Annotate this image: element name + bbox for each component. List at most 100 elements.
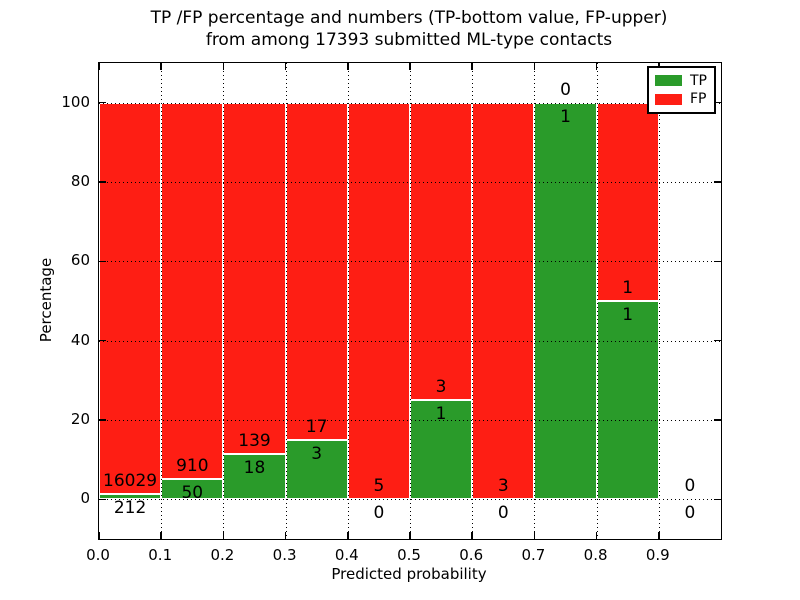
bar-segment-fp — [161, 102, 224, 479]
y-tick-mark-right — [714, 419, 721, 421]
tp-count-label: 0 — [373, 503, 385, 524]
tp-count-label: 0 — [497, 503, 509, 524]
tp-count-label: 0 — [684, 503, 696, 524]
bar — [285, 102, 348, 500]
bar — [347, 102, 410, 500]
fp-count-label: 3 — [435, 377, 447, 398]
y-tick-mark-right — [714, 498, 721, 501]
fp-count-label: 16029 — [103, 471, 158, 492]
x-tick-mark-top — [409, 63, 411, 70]
bar — [161, 102, 224, 500]
x-tick-mark — [409, 532, 411, 539]
bar — [99, 102, 162, 500]
y-tick-label: 60 — [70, 251, 90, 270]
fp-count-label: 139 — [238, 430, 271, 451]
fp-count-label: 3 — [497, 476, 509, 497]
y-tick-mark-right — [714, 260, 721, 263]
chart-title-line1: TP /FP percentage and numbers (TP-bottom… — [150, 8, 668, 28]
y-tick-label: 0 — [80, 489, 90, 508]
legend-item-tp: TP — [655, 73, 708, 89]
chart-title: TP /FP percentage and numbers (TP-bottom… — [98, 7, 720, 51]
y-tick-mark — [99, 101, 106, 104]
x-tick-mark — [284, 532, 287, 539]
x-tick-mark — [595, 532, 598, 539]
tp-count-label: 212 — [113, 498, 147, 519]
bar-segment-fp — [410, 102, 473, 401]
x-tick-mark — [98, 532, 100, 539]
bar-segment-fp — [472, 102, 535, 500]
y-tick-label: 20 — [70, 410, 90, 428]
x-tick-label: 0.0 — [86, 546, 110, 564]
tp-count-label: 18 — [243, 457, 266, 478]
legend: TP FP — [647, 66, 716, 114]
x-tick-mark-top — [347, 63, 349, 70]
y-tick-label: 80 — [70, 172, 90, 190]
tp-count-label: 1 — [622, 305, 634, 325]
x-tick-mark — [658, 532, 660, 539]
x-tick-mark-top — [98, 63, 100, 70]
y-tick-mark-right — [714, 181, 721, 183]
legend-label-fp: FP — [690, 91, 707, 108]
gridline-vertical — [161, 63, 163, 539]
y-tick-label: 100 — [61, 92, 90, 111]
x-tick-mark-top — [222, 63, 225, 70]
x-tick-label: 0.9 — [645, 546, 670, 564]
bar-segment-fp — [285, 102, 348, 440]
y-tick-mark — [99, 260, 106, 263]
tp-count-label: 50 — [181, 482, 204, 503]
y-tick-mark-right — [714, 101, 721, 104]
gridline-vertical — [472, 63, 474, 539]
bar — [472, 102, 535, 500]
gridline-vertical — [347, 63, 349, 539]
x-tick-mark-top — [595, 63, 598, 70]
x-tick-mark-top — [284, 63, 287, 70]
fp-count-label: 17 — [305, 416, 328, 437]
chart-title-line2: from among 17393 submitted ML-type conta… — [205, 30, 613, 50]
y-tick-mark — [99, 498, 106, 501]
x-tick-label: 0.7 — [521, 546, 546, 564]
x-tick-mark — [160, 532, 162, 539]
bar-segment-tp — [596, 300, 659, 500]
y-tick-label: 40 — [70, 330, 90, 349]
bar-segment-tp — [534, 102, 597, 500]
fp-color-swatch — [655, 93, 682, 105]
bar-segment-fp — [347, 102, 410, 500]
tp-count-label: 1 — [435, 404, 447, 425]
bar — [410, 102, 473, 500]
bar-segment-fp — [99, 102, 162, 495]
fp-count-label: 1 — [622, 278, 634, 298]
x-tick-label: 0.8 — [583, 546, 608, 564]
bar — [534, 102, 597, 500]
fp-count-label: 5 — [373, 476, 385, 497]
y-tick-mark — [99, 339, 106, 342]
legend-label-tp: TP — [690, 72, 707, 89]
x-tick-mark — [347, 532, 349, 539]
x-axis-label: Predicted probability — [331, 565, 487, 583]
fp-count-label: 910 — [176, 455, 209, 476]
x-tick-label: 0.6 — [459, 546, 484, 564]
gridline-vertical — [658, 63, 660, 539]
tp-color-swatch — [655, 75, 682, 87]
gridline-vertical — [534, 63, 536, 539]
legend-item-fp: FP — [655, 91, 708, 107]
x-tick-label: 0.3 — [272, 546, 297, 564]
y-tick-mark — [99, 181, 106, 183]
bar-segment-tp — [99, 494, 162, 500]
bar — [596, 102, 659, 500]
bar — [223, 102, 286, 500]
y-tick-mark-right — [714, 339, 721, 342]
gridline-vertical — [223, 63, 225, 539]
x-tick-mark-top — [160, 63, 162, 70]
y-tick-mark — [99, 419, 106, 421]
gridline-vertical — [596, 63, 598, 539]
gridline-vertical — [410, 63, 411, 539]
plot-area: 16029 212 910 50 139 18 17 3 5 0 3 1 3 0 0 1 1 1 0 0 — [98, 62, 722, 540]
x-tick-label: 0.5 — [397, 546, 421, 564]
gridline-vertical — [285, 63, 287, 539]
tp-count-label: 1 — [560, 106, 571, 127]
bar-segment-tp — [223, 453, 286, 500]
x-tick-mark-top — [533, 63, 536, 70]
fp-count-label: 0 — [684, 476, 696, 497]
bar-segment-fp — [596, 102, 659, 301]
